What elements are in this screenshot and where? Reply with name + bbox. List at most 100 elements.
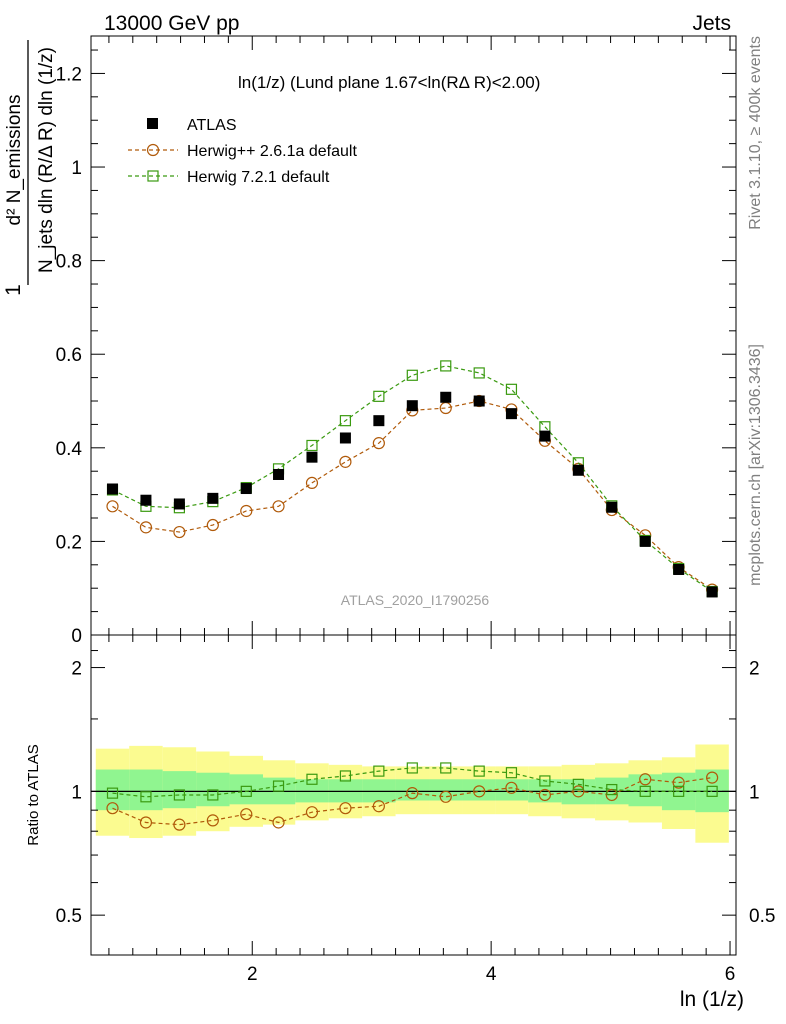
header: 13000 GeV pp Jets	[104, 12, 731, 35]
main-point	[306, 439, 318, 452]
legend-marker-atlas	[147, 118, 158, 129]
ratio-y-tick-label-right: 2	[749, 659, 760, 680]
main-point	[406, 369, 418, 381]
header-left-label: 13000 GeV pp	[104, 12, 239, 35]
main-point	[107, 483, 118, 495]
main-ylabel: 1 d² N_emissions N_jets dln (R/Δ R) dln …	[2, 40, 57, 296]
main-point	[539, 430, 551, 442]
ratio-point	[240, 808, 253, 821]
ratio-point	[538, 788, 551, 802]
main-y-tick-label: 0	[71, 626, 82, 647]
ratio-point	[106, 802, 119, 815]
main-point	[339, 432, 351, 444]
legend-label-herwig7: Herwig 7.2.1 default	[187, 169, 330, 186]
ylabel-denominator: N_jets dln (R/Δ R) dln (1/z)	[36, 47, 57, 273]
ratio-band-inner	[95, 769, 130, 811]
main-line	[112, 400, 713, 591]
ratio-point	[706, 785, 718, 797]
main-point	[572, 464, 584, 476]
ylabel-numerator: d² N_emissions	[4, 95, 25, 226]
main-line	[112, 365, 713, 592]
ratio-line	[112, 767, 713, 798]
legend-label-herwigpp: Herwig++ 2.6.1a default	[187, 143, 357, 160]
ratio-point	[139, 816, 153, 829]
ratio-y-tick-label: 0.5	[56, 906, 82, 927]
main-y-tick-label: 1	[71, 158, 82, 179]
ratio-point	[439, 790, 452, 803]
side-labels: Rivet 3.1.10, ≥ 400k events mcplots.cern…	[747, 36, 764, 586]
ratio-point	[473, 765, 485, 777]
ratio-point	[207, 789, 219, 801]
ratio-band-inner	[395, 779, 430, 801]
ratio-point	[440, 762, 452, 774]
main-point	[372, 437, 385, 450]
main-open-square	[106, 360, 718, 598]
ylabel-prefix: 1	[2, 284, 25, 296]
ratio-point	[706, 771, 719, 784]
ratio-point	[505, 767, 518, 779]
main-point	[206, 518, 219, 532]
watermark: ATLAS_2020_I1790256	[341, 592, 490, 608]
ratio-point	[572, 785, 585, 798]
main-open-circle	[106, 394, 719, 596]
ratio-open-circle	[106, 771, 719, 831]
main-point	[406, 400, 418, 412]
main-point	[240, 504, 253, 518]
main-point	[306, 451, 318, 463]
legend: ATLAS Herwig++ 2.6.1a default Herwig 7.2…	[128, 117, 357, 186]
main-point	[140, 494, 152, 506]
header-right-label: Jets	[692, 12, 731, 35]
ratio-band-inner	[462, 779, 496, 801]
ratio-band-inner	[495, 779, 529, 801]
ratio-point	[339, 770, 352, 782]
x-tick-label: 6	[725, 964, 736, 985]
ratio-point	[539, 775, 551, 787]
ratio-point	[372, 800, 385, 813]
ratio-y-tick-label-right: 0.5	[749, 906, 775, 927]
main-point	[639, 535, 651, 547]
ratio-band-inner	[429, 779, 463, 801]
main-point	[373, 390, 385, 402]
ratio-point	[406, 762, 418, 774]
main-series	[106, 360, 719, 598]
x-tick-label: 4	[486, 964, 497, 985]
x-axis-label: ln (1/z)	[680, 988, 744, 1011]
ratio-point	[339, 802, 352, 815]
main-point	[440, 391, 452, 403]
ratio-ylabel: Ratio to ATLAS	[25, 744, 42, 845]
main-y-tick-label: 0.6	[56, 345, 82, 366]
ratio-y-axis: 0.5 0.5 1 1 2 2	[56, 650, 775, 927]
ratio-point	[206, 814, 219, 827]
x-axis: 2 4 6	[108, 36, 736, 985]
ratio-point	[140, 791, 152, 803]
main-point	[339, 415, 352, 427]
ratio-y-tick-label: 1	[71, 782, 82, 803]
ratio-line	[112, 777, 713, 826]
main-point	[673, 563, 685, 575]
ratio-point	[673, 785, 685, 797]
ratio-y-tick-label: 2	[71, 659, 82, 680]
ratio-point	[672, 776, 685, 789]
main-point	[272, 500, 285, 513]
ratio-y-tick-label-right: 1	[749, 782, 760, 803]
main-point	[106, 500, 119, 513]
legend-label-atlas: ATLAS	[187, 117, 237, 134]
ratio-point	[606, 783, 618, 796]
main-point	[240, 483, 252, 495]
main-title: ln(1/z) (Lund plane 1.67<ln(RΔ R)<2.00)	[238, 73, 540, 92]
ratio-point	[173, 789, 185, 801]
ratio-point	[473, 785, 486, 798]
ratio-point	[505, 781, 518, 794]
main-point	[505, 383, 518, 395]
main-point	[473, 395, 485, 407]
ratio-point	[305, 806, 319, 819]
ratio-point	[272, 816, 285, 829]
main-point	[273, 468, 285, 480]
ratio-point	[272, 780, 285, 792]
main-filled-square	[107, 391, 718, 598]
main-point	[606, 501, 618, 513]
main-point	[173, 498, 185, 510]
ratio-band-inner	[129, 769, 163, 811]
ratio-series	[106, 762, 719, 831]
